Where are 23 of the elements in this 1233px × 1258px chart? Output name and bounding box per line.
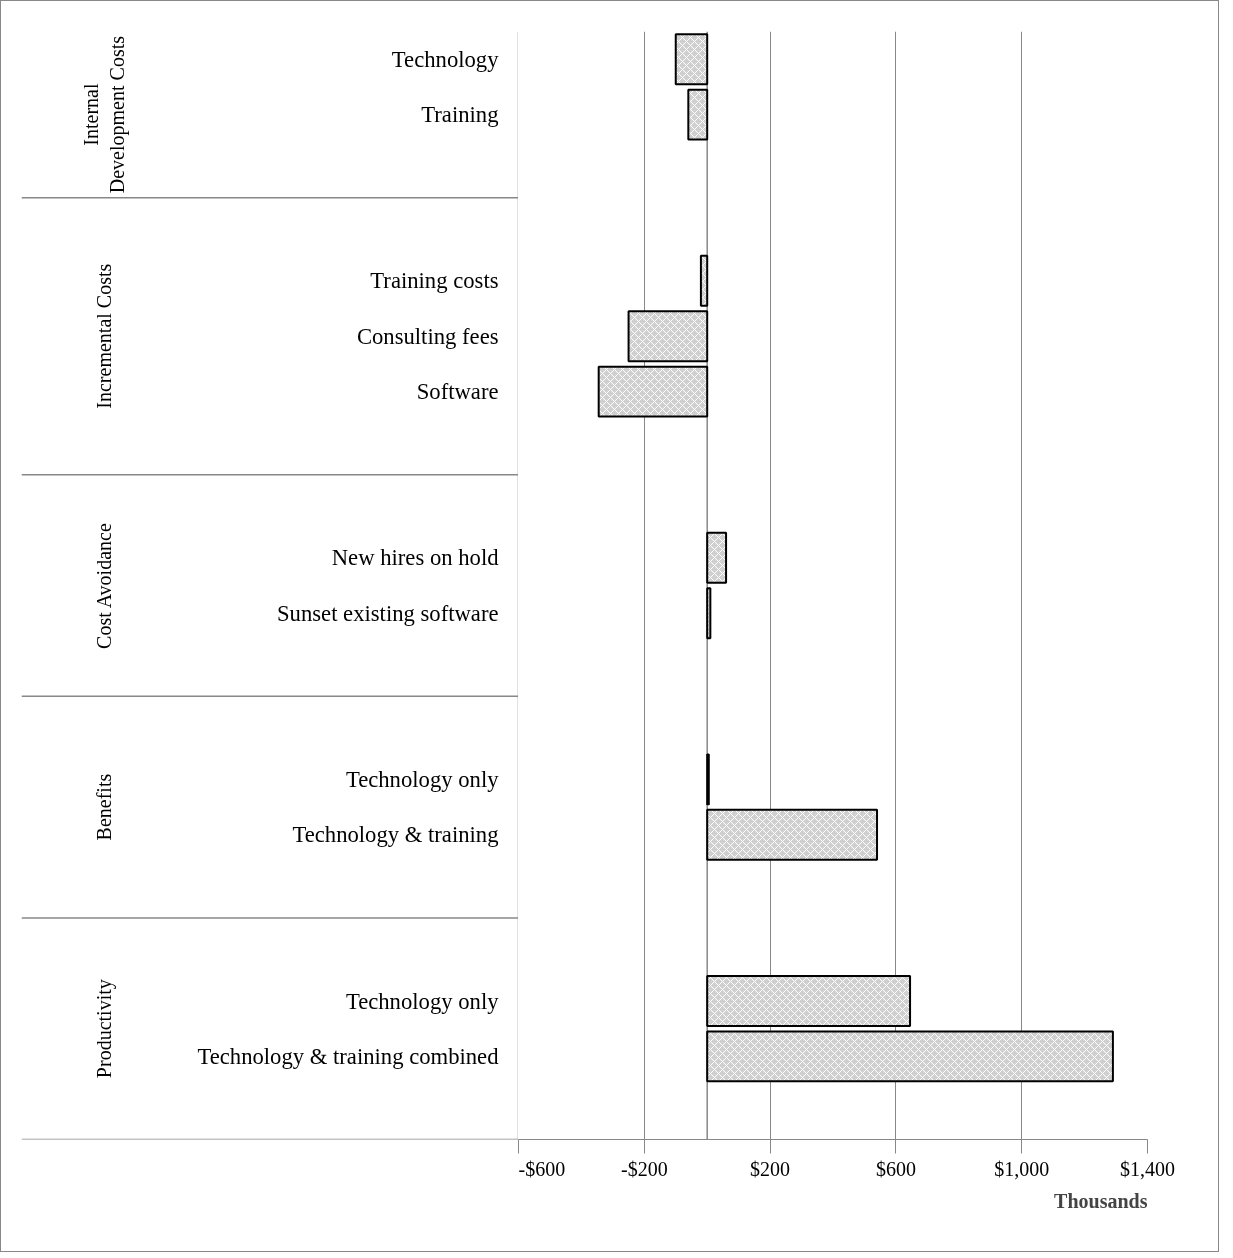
x-tick-label: $200 <box>750 1157 791 1180</box>
text: Productivity <box>92 979 116 1079</box>
y-tick-label: Technology <box>391 46 500 72</box>
x-axis-title: Thousands <box>1054 1189 1148 1212</box>
y-tick-label: Technology only <box>345 988 500 1014</box>
x-tick-label: -$200 <box>620 1157 668 1180</box>
y-tick-label: Software <box>416 379 499 405</box>
text: Internal Development Costs <box>79 35 129 194</box>
y-tick-label: Technology & training combined <box>197 1043 500 1069</box>
y-tick-label: Technology only <box>345 766 500 792</box>
x-tick-label: -$600 <box>518 1157 566 1180</box>
y-tick-label: Consulting fees <box>356 323 499 349</box>
y-tick-label: Training <box>421 102 499 128</box>
y-tick-label: Sunset existing software <box>277 600 499 626</box>
x-tick-label: $1,400 <box>1120 1157 1175 1180</box>
text: Benefits <box>92 773 115 841</box>
y-tick-label: Technology & training <box>292 822 499 848</box>
y-tick-label: Training costs <box>370 268 499 294</box>
text: Cost Avoidance <box>92 523 115 649</box>
x-tick-label: $600 <box>875 1157 916 1180</box>
text: Incremental Costs <box>92 263 115 409</box>
x-tick-label: $1,000 <box>994 1157 1050 1180</box>
y-tick-label: New hires on hold <box>331 545 500 571</box>
